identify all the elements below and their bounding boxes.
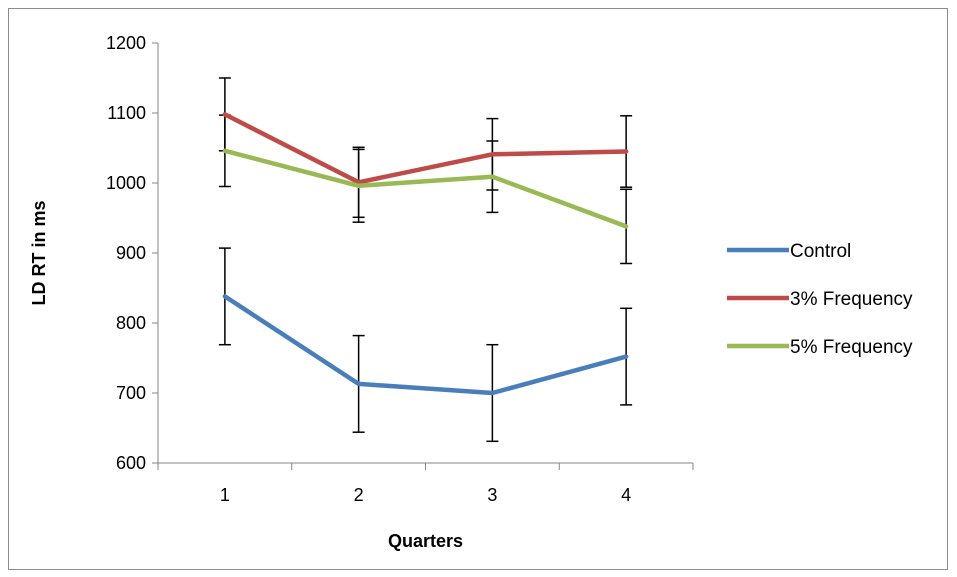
x-axis: 1 2 3 4 bbox=[157, 462, 694, 505]
x-tick-label: 1 bbox=[220, 485, 230, 505]
series-lines bbox=[222, 112, 629, 396]
legend-item: 3% Frequency bbox=[727, 289, 913, 310]
y-tick-label: 700 bbox=[116, 383, 146, 403]
y-tick-label: 1100 bbox=[107, 103, 146, 123]
y-tick-label: 1000 bbox=[106, 173, 146, 193]
legend-item: 5% Frequency bbox=[727, 337, 913, 358]
x-tick-label: 4 bbox=[621, 485, 631, 505]
chart-frame bbox=[8, 8, 948, 570]
y-axis-title: LD RT in ms bbox=[29, 200, 49, 305]
legend-item: Control bbox=[727, 241, 851, 262]
y-tick-label: 600 bbox=[116, 453, 146, 473]
legend-label: Control bbox=[790, 241, 851, 262]
series-line-1 bbox=[222, 112, 629, 185]
y-tick-label: 900 bbox=[116, 243, 146, 263]
legend: Control 3% Frequency 5% Frequency bbox=[727, 241, 913, 358]
x-axis-title: Quarters bbox=[388, 531, 463, 551]
y-tick-label: 1200 bbox=[106, 33, 146, 53]
y-axis: 600 700 800 900 1000 1100 1200 bbox=[106, 33, 159, 473]
x-tick-label: 2 bbox=[354, 485, 364, 505]
legend-label: 5% Frequency bbox=[790, 337, 913, 358]
legend-label: 3% Frequency bbox=[790, 289, 913, 310]
y-tick-label: 800 bbox=[116, 313, 146, 333]
x-tick-label: 3 bbox=[487, 485, 497, 505]
series-line-2 bbox=[222, 148, 629, 229]
series-line-0 bbox=[222, 294, 629, 396]
